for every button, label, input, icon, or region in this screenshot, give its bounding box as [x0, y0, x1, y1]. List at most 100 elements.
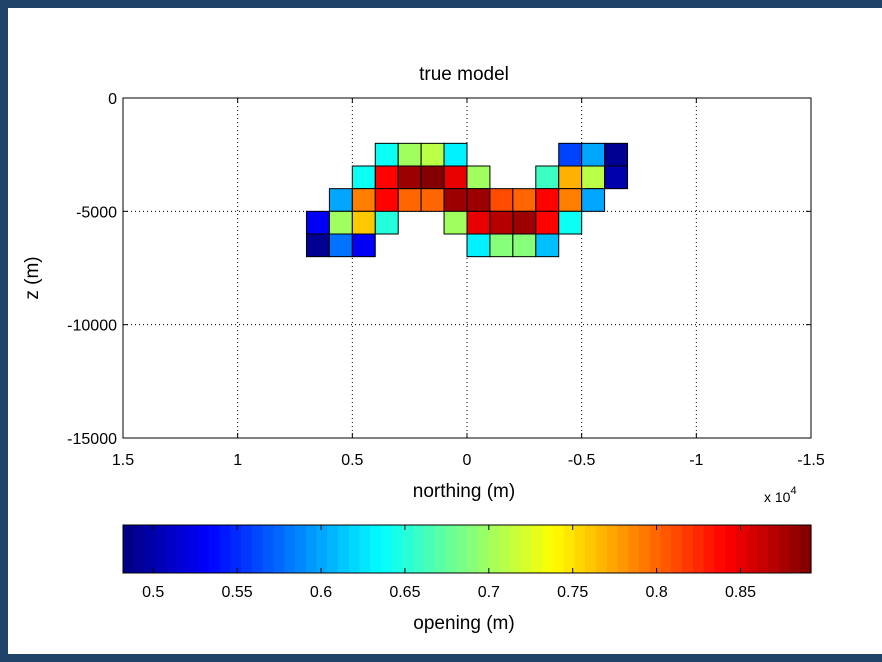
colorbar-frame	[122, 524, 812, 574]
colorbar-strip	[284, 525, 296, 573]
model-cell	[374, 210, 399, 235]
model-cell	[397, 165, 422, 190]
colorbar-strip	[467, 525, 479, 573]
colorbar-tick-label: 0.7	[478, 584, 500, 601]
colorbar-strip	[391, 525, 404, 573]
model-cell	[604, 142, 629, 167]
colorbar-strip	[660, 525, 672, 573]
colorbar-strip	[316, 525, 328, 573]
model-cell	[558, 142, 583, 167]
colorbar-strip	[230, 525, 242, 573]
colorbar-strip	[768, 525, 780, 573]
colorbar-tick-label: 0.65	[389, 584, 420, 601]
model-cell	[443, 210, 468, 235]
y-tick-label: 0	[108, 91, 117, 108]
colorbar-strip	[628, 525, 640, 573]
x-ticks: 1.5 1 0.5 0 -0.5 -1 -1.5	[112, 98, 825, 469]
model-cell	[351, 210, 376, 235]
model-cell	[328, 210, 353, 235]
x-tick-label: 0.5	[341, 452, 363, 469]
y-ticks: 0 -5000 -10000 -15000	[67, 91, 811, 448]
model-cell	[466, 165, 491, 190]
colorbar-strip	[800, 525, 812, 573]
colorbar-tick-label: 0.75	[557, 584, 588, 601]
colorbar-strip	[155, 525, 167, 573]
colorbar-strip	[198, 525, 210, 573]
model-cell	[535, 210, 560, 235]
x-multiplier-base: x 10	[764, 489, 791, 505]
colorbar-strip	[402, 525, 414, 573]
colorbar-strip	[359, 525, 371, 573]
colorbar-strip	[682, 525, 694, 573]
colorbar-strip	[381, 525, 393, 573]
colorbar-strip	[273, 525, 285, 573]
model-cell	[374, 142, 399, 167]
colorbar-strip	[520, 525, 533, 573]
colorbar-strip	[746, 525, 758, 573]
colorbar-strip	[639, 525, 651, 573]
colorbar-strip	[338, 525, 350, 573]
model-cell	[535, 233, 560, 258]
model-cell	[351, 165, 376, 190]
colorbar-gradient	[123, 525, 812, 573]
x-multiplier-label: x 104	[764, 485, 797, 505]
model-cell	[420, 165, 445, 190]
colorbar-strip	[456, 525, 468, 573]
colorbar-tick-label: 0.8	[645, 584, 667, 601]
model-cell	[305, 233, 330, 258]
colorbar-strip	[585, 525, 597, 573]
model-cell	[489, 233, 514, 258]
colorbar-strip	[692, 525, 705, 573]
colorbar-tick-label: 0.6	[310, 584, 332, 601]
colorbar-strip	[176, 525, 189, 573]
x-tick-label: -0.5	[568, 452, 596, 469]
model-cell	[558, 165, 583, 190]
model-cell	[397, 142, 422, 167]
colorbar-strip	[327, 525, 339, 573]
figure-canvas: 1.5 1 0.5 0 -0.5 -1 -1.5 0 -5000 -10000 -15000 tr…	[22, 64, 825, 634]
colorbar-strip	[295, 525, 307, 573]
colorbar-strip	[789, 525, 801, 573]
colorbar-strip	[553, 525, 565, 573]
model-cell	[466, 188, 491, 212]
model-cell	[581, 188, 606, 212]
y-tick-label: -10000	[67, 318, 117, 335]
colorbar-strip	[735, 525, 748, 573]
colorbar-strip	[563, 525, 576, 573]
colorbar-strip	[542, 525, 554, 573]
colorbar-strip	[703, 525, 715, 573]
model-cell	[374, 188, 399, 212]
main-plot: 1.5 1 0.5 0 -0.5 -1 -1.5 0 -5000 -10000 -15000 tr…	[22, 64, 825, 505]
colorbar-strip	[477, 525, 490, 573]
colorbar-strip	[606, 525, 619, 573]
model-cell	[581, 165, 606, 190]
colorbar-strip	[445, 525, 457, 573]
model-cell	[604, 165, 629, 190]
colorbar-strip	[649, 525, 662, 573]
colorbar-strip	[123, 525, 135, 573]
colorbar-strip	[348, 525, 361, 573]
colorbar-tick-label: 0.55	[222, 584, 253, 601]
colorbar-strip	[262, 525, 275, 573]
figure-window: 1.5 1 0.5 0 -0.5 -1 -1.5 0 -5000 -10000 -15000 tr…	[8, 8, 882, 654]
colorbar-strip	[574, 525, 586, 573]
model-cell	[489, 210, 514, 235]
colorbar-strip	[413, 525, 425, 573]
model-cell	[558, 188, 583, 212]
colorbar-strip	[252, 525, 264, 573]
y-tick-label: -15000	[67, 431, 117, 448]
model-cell	[512, 210, 537, 235]
model-cell	[420, 142, 445, 167]
colorbar-strip	[488, 525, 500, 573]
chart-title: true model	[419, 64, 509, 85]
x-axis-label: northing (m)	[413, 481, 515, 502]
colorbar-strip	[434, 525, 447, 573]
y-tick-label: -5000	[76, 204, 117, 221]
model-cell	[328, 188, 353, 212]
model-cell	[397, 188, 422, 212]
model-cell	[535, 188, 560, 212]
model-cell	[420, 188, 445, 212]
colorbar-strip	[166, 525, 178, 573]
colorbar-strip	[187, 525, 199, 573]
model-cell	[443, 165, 468, 190]
